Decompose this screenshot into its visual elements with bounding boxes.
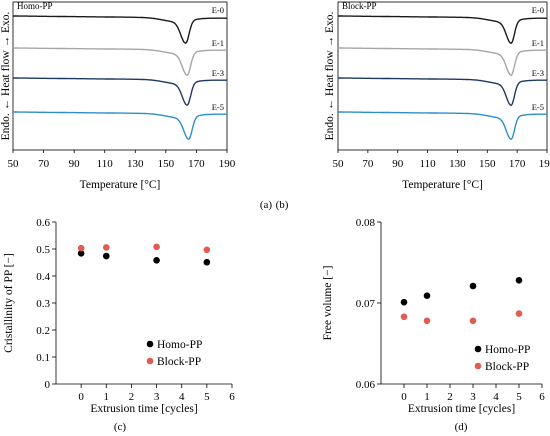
panel-a-plot-frame [12,1,228,151]
panel-b-curve-label-e-0: E-0 [532,5,544,15]
panel-d-point-block-pp [400,313,408,321]
panel-a-y-axis-label: Endo. ← Heat flow → Exo. [0,12,12,141]
panel-a-dsc-curve-e-5 [13,111,227,140]
panel-c-y-tick-label: 0 [45,379,51,391]
panel-a-curve-label-e-1: E-1 [212,38,224,48]
panel-c-legend-label-homo-pp: Homo-PP [157,339,202,351]
panel-c-point-homo-pp [153,257,160,264]
panel-c-legend-marker-homo-pp [146,340,154,348]
panel-c-y-tick-label: 0.1 [36,352,50,364]
panel-c-x-tick-label: 5 [204,391,210,403]
panel-a-curve-label-e-0: E-0 [212,5,224,15]
panel-c-legend-marker-block-pp [146,357,154,365]
panel-a-x-tick-label: 110 [97,158,114,170]
panel-d-legend-label-block-pp: Block-PP [485,361,529,373]
panel-b-x-tick-label: 190 [539,158,550,170]
panel-d-x-tick-label: 4 [493,391,499,403]
panel-b-x-tick-label: 170 [509,158,526,170]
panel-d-point-homo-pp [469,282,477,290]
panel-d-x-tick-label: 5 [516,391,522,403]
panel-d-x-tick-label: 2 [447,391,453,403]
panel-a-curve-label-e-3: E-3 [212,68,224,78]
panel-b-x-tick-label: 150 [479,158,496,170]
panel-b-x-tick-label: 50 [333,158,345,170]
panel-c-point-homo-pp [77,250,85,257]
panel-d-x-axis-label: Extrusion time [cycles] [408,403,515,415]
panel-c-point-block-pp [77,244,85,252]
panel-c-caption: (c) [114,421,127,433]
panel-c-y-axis-label: Cristallinity of PP [−] [3,253,15,353]
panel-a-dsc-curve-e-1 [13,47,227,76]
panel-a-x-tick-label: 50 [8,158,20,170]
panel-b-curve-label-e-5: E-5 [532,102,544,112]
panel-c-x-axis-label: Extrusion time [cycles] [90,403,197,415]
panel-b-x-tick-label: 110 [420,158,437,170]
panel-b-title: Block-PP [342,1,377,11]
panel-a-x-tick-label: 70 [38,158,50,170]
panel-c-point-homo-pp [102,252,110,260]
panel-a-x-tick-label: 90 [69,158,81,170]
panel-c-x-tick-label: 3 [154,391,160,403]
panel-d-x-tick-label: 0 [401,391,407,403]
panel-d-x-tick-label: 6 [539,391,545,403]
panel-b-y-axis-label: Endo. ← Heat flow → Exo. [324,12,336,141]
panel-a-x-tick-label: 170 [188,158,205,170]
panel-d-legend-marker-homo-pp [474,345,482,353]
panel-a-curve-label-e-5: E-5 [212,102,224,112]
panel-d-legend-label-homo-pp: Homo-PP [485,344,530,356]
panel-c-x-tick-label: 0 [78,391,84,403]
panel-c-x-tick-label: 4 [179,391,185,403]
panel-a-title: Homo-PP [17,1,53,11]
panel-b-curve-label-e-1: E-1 [532,38,544,48]
panel-c-point-homo-pp [203,258,211,266]
panel-d-point-block-pp [423,317,431,325]
panel-c-point-block-pp [102,244,110,251]
panel-b-x-tick-label: 90 [392,158,404,170]
panel-b-curve-label-e-3: E-3 [532,68,544,78]
panel-d-y-tick-label: 0.08 [356,217,376,229]
panel-b-x-tick-label: 130 [449,158,466,170]
panel-b-x-tick-label: 70 [362,158,374,170]
panel-c-point-block-pp [153,243,160,251]
panel-c-point-block-pp [203,246,211,254]
panel-d-point-homo-pp [515,277,523,284]
panel-b-x-axis-label: Temperature [°C] [402,179,483,191]
panel-d-legend-marker-block-pp [474,362,482,370]
panel-a-x-axis-label: Temperature [°C] [80,179,161,191]
panel-a-dsc-curve-e-0 [13,15,227,44]
panel-c-x-tick-label: 2 [129,391,135,403]
panel-c-y-tick-label: 0.3 [36,298,50,310]
panel-d-point-homo-pp [400,298,408,306]
panel-a-dsc-curve-e-3 [13,77,227,106]
panel-d-y-axis-label: Free volume [−] [322,266,334,341]
panel-d-point-block-pp [469,317,477,325]
panel-c-y-tick-label: 0.2 [36,325,50,337]
panel-a-x-tick-label: 130 [127,158,144,170]
panel-d-caption: (d) [455,421,468,433]
panel-c-y-tick-label: 0.4 [36,271,50,283]
panel-a-x-tick-label: 190 [219,158,236,170]
panel-b-dsc-curve-e-0 [338,15,547,44]
panel-a-caption: (a) [260,199,273,211]
panel-d-y-tick-label: 0.06 [356,379,376,391]
panel-a-x-tick-label: 150 [158,158,175,170]
panel-b-dsc-curve-e-1 [338,47,547,76]
panel-d-point-homo-pp [423,292,431,300]
panel-c-x-tick-label: 6 [229,391,235,403]
panel-b-dsc-curve-e-5 [338,111,547,140]
panel-d-x-tick-label: 3 [470,391,476,403]
panel-b-caption: (b) [276,199,289,211]
panel-b-plot-frame [337,1,548,151]
panel-b-dsc-curve-e-3 [338,77,547,106]
panel-c-y-tick-label: 0.6 [36,217,50,229]
panel-c-legend-label-block-pp: Block-PP [157,356,201,368]
panel-c-y-tick-label: 0.5 [36,244,50,256]
panel-c-x-tick-label: 1 [104,391,110,403]
panel-d-x-tick-label: 1 [424,391,430,403]
panel-d-point-block-pp [515,310,523,317]
panel-d-y-tick-label: 0.07 [356,298,376,310]
